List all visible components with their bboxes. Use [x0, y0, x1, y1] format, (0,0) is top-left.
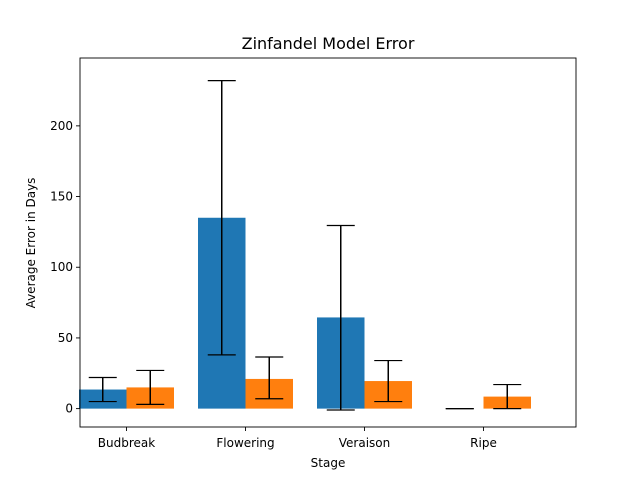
plot-area: 0 50 100 150 200 Budbreak Flowering Veraison Rip…: [50, 57, 577, 450]
y-tick-label: 200: [50, 119, 73, 133]
y-tick-label: 50: [58, 331, 73, 345]
y-tick-label: 0: [65, 402, 73, 416]
x-tick-label: Veraison: [339, 436, 390, 450]
chart-title: Zinfandel Model Error: [242, 34, 415, 53]
y-axis-label: Average Error in Days: [24, 178, 38, 309]
x-tick-label: Budbreak: [98, 436, 155, 450]
y-tick-label: 150: [50, 190, 73, 204]
axes-frame: [79, 57, 577, 428]
y-tick-label: 100: [50, 260, 73, 274]
x-tick-label: Ripe: [470, 436, 497, 450]
x-axis-label: Stage: [311, 456, 346, 470]
x-tick-label: Flowering: [216, 436, 274, 450]
